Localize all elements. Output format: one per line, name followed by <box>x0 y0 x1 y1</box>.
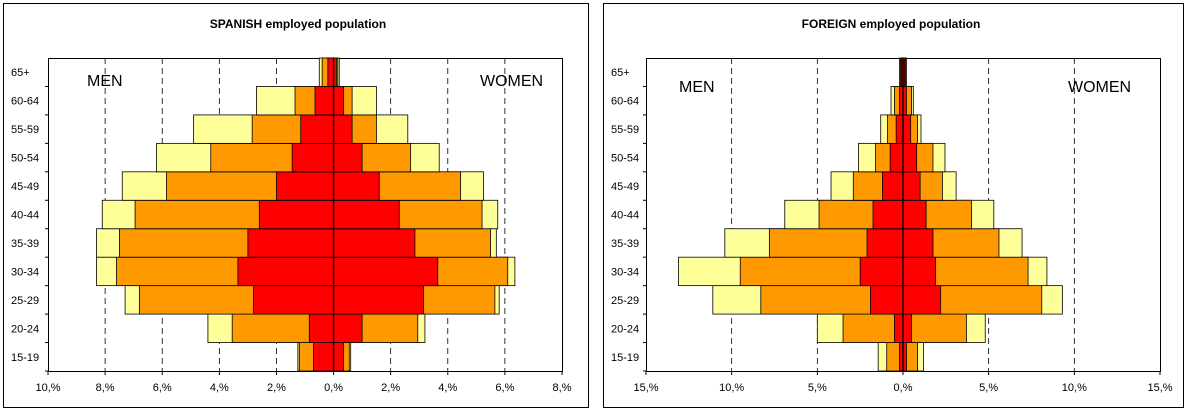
men-inner-bar <box>300 114 334 144</box>
men-inner-bar <box>866 228 904 258</box>
age-group-label: 65+ <box>611 67 630 79</box>
age-group-label: 65+ <box>11 67 30 79</box>
women-inner-bar <box>333 228 416 258</box>
age-group-label: 20-24 <box>11 323 39 335</box>
chart-title: FOREIGN employed population <box>802 17 981 31</box>
age-group-label: 55-59 <box>611 124 639 136</box>
men-inner-bar <box>859 256 904 287</box>
x-tick-label: 6,% <box>153 382 172 394</box>
men-inner-bar <box>237 256 334 287</box>
x-tick-label: 8,% <box>96 382 115 394</box>
women-inner-bar <box>333 256 439 287</box>
women-label: WOMEN <box>480 73 543 90</box>
age-group-label: 15-19 <box>611 352 639 364</box>
chart-2: 15-19 20-24 25-29 30-34 35-39 40-44 45-49 50-54… <box>603 3 1184 408</box>
age-group-label: 30-34 <box>11 266 39 278</box>
x-tick-label: 4,% <box>210 382 229 394</box>
x-tick-label: 5,% <box>979 382 998 394</box>
x-tick-label: 0,% <box>894 382 913 394</box>
men-inner-bar <box>882 171 904 201</box>
women-label: WOMEN <box>1068 79 1131 96</box>
age-group-label: 60-64 <box>611 96 639 108</box>
plot-area <box>48 58 563 372</box>
women-inner-bar <box>902 256 936 287</box>
men-inner-bar <box>313 342 334 372</box>
x-tick-label: 8,% <box>553 382 572 394</box>
men-label: MEN <box>679 79 715 96</box>
women-inner-bar <box>902 171 921 201</box>
women-inner-bar <box>333 86 344 116</box>
x-tick-label: 15,% <box>633 382 658 394</box>
age-group-label: 50-54 <box>611 153 639 165</box>
age-group-label: 30-34 <box>611 266 639 278</box>
men-inner-bar <box>314 86 334 116</box>
age-group-label: 50-54 <box>11 153 39 165</box>
chart-1: 15-19 20-24 25-29 30-34 35-39 40-44 45-49 50-54… <box>3 3 589 408</box>
age-group-label: 55-59 <box>11 124 39 136</box>
chart-title: SPANISH employed population <box>210 17 386 31</box>
x-tick-label: 15,% <box>1147 382 1172 394</box>
age-group-label: 40-44 <box>611 210 639 222</box>
age-group-label: 25-29 <box>11 295 39 307</box>
women-inner-bar <box>333 142 363 173</box>
men-inner-bar <box>276 171 334 201</box>
men-inner-bar <box>327 57 334 87</box>
x-tick-label: 5,% <box>808 382 827 394</box>
x-tick-label: 10,% <box>35 382 60 394</box>
women-inner-bar <box>333 114 353 144</box>
men-inner-bar <box>872 199 904 230</box>
age-group-label: 25-29 <box>611 295 639 307</box>
x-tick-label: 6,% <box>495 382 514 394</box>
men-inner-bar <box>889 142 904 173</box>
age-group-label: 60-64 <box>11 96 39 108</box>
x-tick-label: 10,% <box>1062 382 1087 394</box>
age-group-label: 20-24 <box>611 323 639 335</box>
women-inner-bar <box>333 342 344 372</box>
men-middle-bar <box>842 313 904 343</box>
age-group-label: 35-39 <box>11 238 39 250</box>
x-tick-label: 10,% <box>719 382 744 394</box>
men-inner-bar <box>895 114 904 144</box>
x-tick-label: 2,% <box>267 382 286 394</box>
women-middle-bar <box>902 313 967 343</box>
men-inner-bar <box>258 199 334 230</box>
women-inner-bar <box>902 114 912 144</box>
age-group-label: 45-49 <box>11 181 39 193</box>
x-tick-label: 2,% <box>381 382 400 394</box>
age-group-label: 45-49 <box>611 181 639 193</box>
women-inner-bar <box>902 313 912 343</box>
women-inner-bar <box>902 199 927 230</box>
women-inner-bar <box>902 228 934 258</box>
women-inner-bar <box>902 285 942 315</box>
men-inner-bar <box>291 142 334 173</box>
age-group-label: 40-44 <box>11 210 39 222</box>
age-group-label: 15-19 <box>11 352 39 364</box>
men-inner-bar <box>870 285 904 315</box>
x-tick-label: 0,% <box>324 382 343 394</box>
age-group-label: 35-39 <box>611 238 639 250</box>
men-label: MEN <box>87 73 123 90</box>
men-inner-bar <box>247 228 334 258</box>
x-tick-label: 4,% <box>438 382 457 394</box>
women-inner-bar <box>902 142 918 173</box>
women-inner-bar <box>333 171 380 201</box>
men-inner-bar <box>253 285 334 315</box>
men-inner-bar <box>308 313 334 343</box>
women-inner-bar <box>333 285 424 315</box>
women-inner-bar <box>333 199 400 230</box>
women-inner-bar <box>333 313 363 343</box>
men-inner-bar <box>894 313 904 343</box>
